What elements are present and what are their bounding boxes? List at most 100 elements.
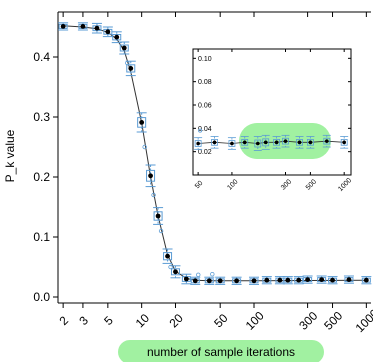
main-median-point xyxy=(264,277,270,283)
inset-box xyxy=(194,140,202,147)
main-median-point xyxy=(217,278,223,284)
inset-x-tick-label: 50 xyxy=(194,180,205,191)
inset-median-point xyxy=(342,140,346,145)
inset-median-point xyxy=(297,140,302,145)
main-median-point xyxy=(319,277,325,282)
inset-median-point xyxy=(196,141,200,146)
main-median-point xyxy=(60,24,66,29)
main-median-point xyxy=(192,278,198,284)
inset-box xyxy=(211,139,218,146)
main-y-tick-label: 0.1 xyxy=(33,230,50,244)
inset-y-tick-label: 0.04 xyxy=(198,126,212,133)
main-median-point xyxy=(346,277,352,282)
inset-outlier-point xyxy=(198,128,203,133)
main-y-tick-label: 0.4 xyxy=(33,50,50,64)
inset-box xyxy=(254,139,262,148)
inset-box xyxy=(340,139,348,146)
main-median-point xyxy=(139,120,145,125)
inset-median-point xyxy=(255,141,260,146)
inset-frame xyxy=(192,48,352,176)
main-data-points xyxy=(58,22,372,285)
inset-box xyxy=(262,138,270,147)
main-median-point xyxy=(305,277,311,282)
main-x-tick-label: 10 xyxy=(133,311,153,331)
main-median-point xyxy=(206,278,212,284)
inset-box xyxy=(228,140,236,147)
main-median-point xyxy=(251,278,257,284)
main-median-point xyxy=(94,25,100,31)
inset-median-point xyxy=(324,139,329,143)
inset-plot: 0.02 0.04 0.06 0.08 0.10 50 100 300 500 1000 xyxy=(192,48,353,193)
main-outlier-point xyxy=(158,228,164,234)
inset-median-point xyxy=(274,140,279,145)
inset-median-point xyxy=(263,140,268,145)
main-median-point xyxy=(165,253,170,259)
main-box xyxy=(170,268,180,276)
main-box xyxy=(153,211,163,221)
main-median-point xyxy=(363,277,369,283)
inset-x-tick-label: 300 xyxy=(280,178,293,191)
main-median-point xyxy=(277,277,283,283)
inset-y-tick-label: 0.10 xyxy=(198,56,212,63)
main-outlier-point xyxy=(210,272,215,277)
inset-box xyxy=(296,139,303,146)
inset-x-tick-label: 100 xyxy=(226,178,239,191)
main-median-point xyxy=(148,173,153,179)
main-x-tick-label: 20 xyxy=(167,311,187,331)
main-x-tick-label: 500 xyxy=(321,308,345,332)
main-outlier-point xyxy=(125,60,130,66)
main-x-tick-label: 1000 xyxy=(353,306,373,335)
main-median-point xyxy=(296,277,302,283)
inset-box xyxy=(306,139,314,146)
inset-median-point xyxy=(308,140,313,145)
main-x-tick-label: 3 xyxy=(76,313,91,328)
inset-y-tick-label: 0.08 xyxy=(198,79,212,86)
main-outlier-point xyxy=(142,144,147,150)
main-y-tick-label: 0.2 xyxy=(33,170,50,184)
main-outlier-point xyxy=(168,264,173,270)
main-y-axis: 0.0 0.1 0.2 0.3 0.4 xyxy=(33,50,58,304)
main-median-point xyxy=(173,269,178,275)
inset-y-tick-label: 0.02 xyxy=(198,149,212,156)
inset-box xyxy=(241,139,249,146)
main-median-point xyxy=(155,213,161,219)
inset-data-points xyxy=(194,128,349,151)
main-x-tick-label: 100 xyxy=(243,308,267,332)
main-x-tick-label: 5 xyxy=(101,313,116,328)
x-axis-title: number of sample iterations xyxy=(147,345,295,359)
inset-median-point xyxy=(283,139,288,143)
main-box xyxy=(137,117,147,128)
y-axis-title: P_k value xyxy=(3,129,17,182)
main-box xyxy=(112,34,122,41)
main-x-tick-label: 2 xyxy=(57,313,72,328)
inset-x-tick-label: 500 xyxy=(305,178,318,191)
main-plot-frame xyxy=(57,11,371,304)
inset-y-axis: 0.02 0.04 0.06 0.08 0.10 xyxy=(193,56,351,156)
inset-box xyxy=(273,139,281,146)
main-outlier-point xyxy=(151,192,156,198)
xlabel-highlight xyxy=(118,340,324,362)
main-y-tick-label: 0.0 xyxy=(33,290,50,304)
main-x-tick-label: 50 xyxy=(211,311,231,331)
main-box xyxy=(119,44,129,52)
main-box xyxy=(146,169,156,182)
inset-median-point xyxy=(230,141,234,146)
inset-y-tick-label: 0.06 xyxy=(198,103,212,110)
main-outlier-point xyxy=(196,272,201,277)
main-y-tick-label: 0.3 xyxy=(33,110,50,124)
main-median-point xyxy=(183,276,189,282)
main-median-point xyxy=(234,278,240,284)
inset-box xyxy=(282,137,289,145)
inset-box xyxy=(323,137,331,145)
main-median-point xyxy=(114,34,120,40)
main-median-point xyxy=(121,45,127,51)
main-median-point xyxy=(80,24,86,29)
main-x-tick-label: 300 xyxy=(296,308,320,332)
inset-median-point xyxy=(242,140,247,145)
main-median-point xyxy=(105,29,111,35)
main-box xyxy=(163,252,173,261)
main-median-point xyxy=(285,277,291,283)
inset-median-point xyxy=(212,140,217,145)
main-median-point xyxy=(330,277,335,283)
